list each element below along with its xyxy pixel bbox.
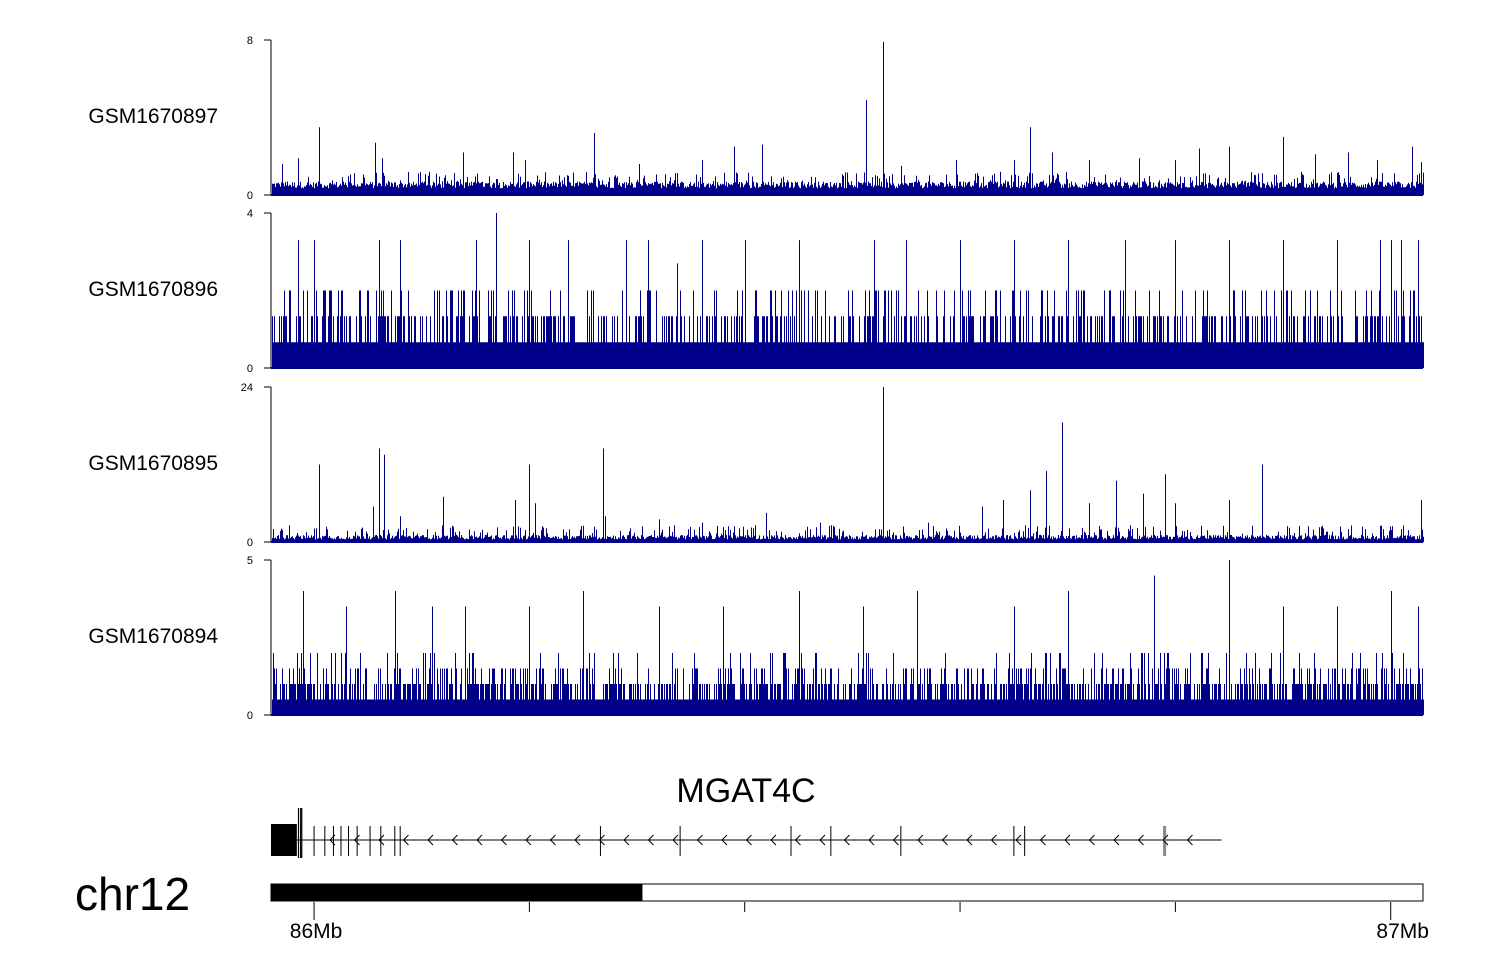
gene-exon <box>297 808 300 858</box>
strand-arrow <box>378 834 385 846</box>
coverage-signal <box>272 387 1424 542</box>
strand-arrow <box>696 834 703 846</box>
strand-arrow <box>917 834 924 846</box>
strand-arrow <box>623 834 630 846</box>
y-tick-label: 24 <box>241 382 253 394</box>
strand-arrow <box>770 834 777 846</box>
gene-exon <box>301 808 303 858</box>
strand-arrow <box>500 834 507 846</box>
track-label: GSM1670895 <box>88 452 218 475</box>
strand-arrow <box>721 834 728 846</box>
chromosome-ideogram <box>270 883 1424 902</box>
coverage-signal <box>272 560 1424 715</box>
track-GSM1670895: GSM1670895 24 0 <box>88 382 1424 549</box>
track-label: GSM1670894 <box>88 625 218 648</box>
coverage-tracks: GSM167089780GSM167089640GSM1670895240GSM… <box>88 35 1424 722</box>
strand-arrow <box>843 834 850 846</box>
strand-arrow <box>549 834 556 846</box>
y-tick-label: 5 <box>247 555 253 567</box>
axis-label: 87Mb <box>1376 920 1429 943</box>
strand-arrow <box>1186 834 1193 846</box>
coverage-signal <box>272 41 1424 195</box>
strand-arrow <box>329 834 336 846</box>
strand-arrow <box>745 834 752 846</box>
y-tick-label: 8 <box>247 35 253 47</box>
strand-arrow <box>990 834 997 846</box>
strand-arrow <box>427 834 434 846</box>
coverage-signal <box>272 213 1424 368</box>
gene-exon <box>271 824 297 856</box>
strand-arrow <box>1162 834 1169 846</box>
strand-arrow <box>574 834 581 846</box>
strand-arrow <box>353 834 360 846</box>
strand-arrow <box>794 834 801 846</box>
y-tick-label: 0 <box>247 363 253 375</box>
strand-arrow <box>966 834 973 846</box>
gene-model <box>271 808 1222 858</box>
strand-arrow <box>868 834 875 846</box>
strand-arrow <box>647 834 654 846</box>
track-GSM1670897: GSM1670897 8 0 <box>88 35 1424 202</box>
ideogram-dark-band <box>271 884 643 901</box>
y-tick-label: 0 <box>247 190 253 202</box>
track-GSM1670894: GSM1670894 5 0 <box>88 555 1424 722</box>
axis-label: 86Mb <box>290 920 343 943</box>
gene-label: MGAT4C <box>676 772 815 810</box>
strand-arrow <box>1137 834 1144 846</box>
chromosome-label: chr12 <box>75 868 190 920</box>
gene-exon <box>300 808 302 858</box>
y-tick-label: 0 <box>247 710 253 722</box>
strand-arrow <box>1088 834 1095 846</box>
track-label: GSM1670897 <box>88 105 218 128</box>
strand-arrow <box>819 834 826 846</box>
genomic-axis: 86Mb 87Mb <box>290 902 1429 943</box>
strand-arrow <box>892 834 899 846</box>
strand-arrow <box>1064 834 1071 846</box>
strand-arrow <box>525 834 532 846</box>
y-tick-label: 4 <box>247 208 253 220</box>
strand-arrow <box>476 834 483 846</box>
strand-arrow <box>1039 834 1046 846</box>
track-GSM1670896: GSM1670896 4 0 <box>88 208 1424 375</box>
strand-arrow <box>451 834 458 846</box>
strand-arrow <box>672 834 679 846</box>
track-label: GSM1670896 <box>88 278 218 301</box>
strand-arrow <box>941 834 948 846</box>
strand-arrow <box>598 834 605 846</box>
y-tick-label: 0 <box>247 537 253 549</box>
strand-arrow <box>1015 834 1022 846</box>
strand-arrow <box>402 834 409 846</box>
strand-arrow <box>1113 834 1120 846</box>
